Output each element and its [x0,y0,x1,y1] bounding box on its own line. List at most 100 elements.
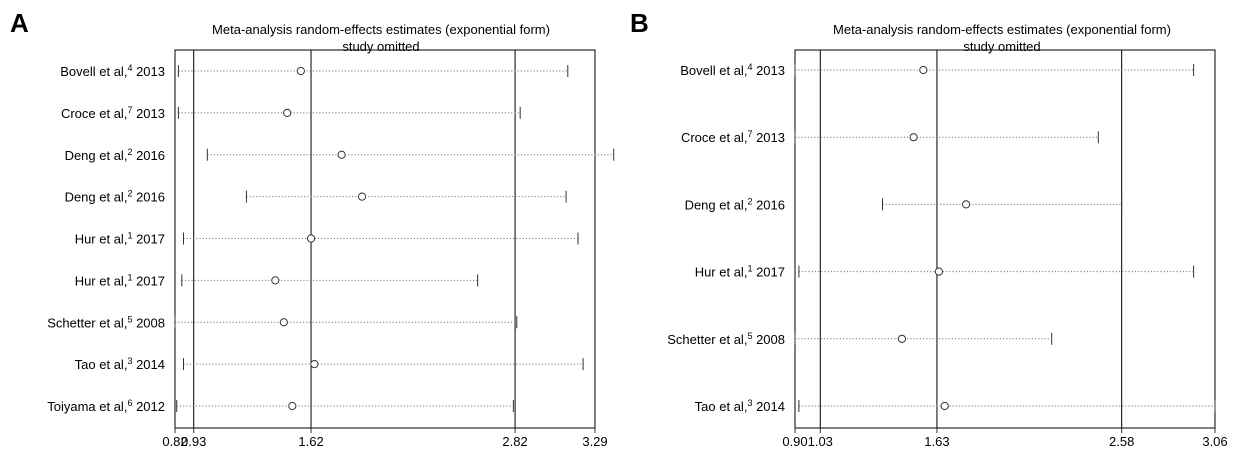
panel-b-study-2-label: Deng et al,2 2016 [685,196,785,212]
panel-b-study-3-year: 2017 [756,265,785,280]
panel-a-study-7-estimate-point [310,360,319,369]
panel-a-plot-frame [174,49,596,429]
panel-a-study-5-year: 2017 [136,273,165,288]
panel-a-study-8-year: 2012 [136,399,165,414]
panel-a-study-2-estimate-point [337,150,346,159]
panel-b-study-0-name: Bovell et al, [680,63,747,78]
panel-a: A Meta-analysis random-effects estimates… [10,8,615,449]
panel-b-study-5-estimate-point [940,401,949,411]
panel-a-study-5-label: Hur et al,1 2017 [75,272,165,288]
panel-a-x-tick-label-0: 0.82 [162,434,187,449]
panel-a-study-5-ref: 1 [127,272,132,282]
panel-b-study-4-name: Schetter et al, [667,332,747,347]
panel-b-study-1-label: Croce et al,7 2013 [681,129,785,145]
panel-b: B Meta-analysis random-effects estimates… [630,8,1228,449]
panel-b-study-4-label: Schetter et al,5 2008 [667,331,785,347]
panel-a-study-1-label: Croce et al,7 2013 [61,105,165,121]
panel-a-x-axis: 0.820.93 1.62 2.82 3.29 [162,428,608,449]
panel-a-study-2-label: Deng et al,2 2016 [65,147,165,163]
panel-b-study-4-ref: 5 [747,331,752,341]
panel-a-study-7-name: Tao et al, [75,357,128,372]
panel-a-study-1-estimate-point [283,108,292,117]
panel-b-study-row-3: Hur et al,1 2017 [695,264,1195,280]
panel-a-study-0-year: 2013 [136,64,165,79]
panel-a-study-row-3: Deng et al,2 2016 [65,189,567,205]
panel-b-study-0-year: 2013 [756,63,785,78]
panel-b-study-1-ref: 7 [747,129,752,139]
panel-b-x-tick-label-1: 1.03 [808,434,833,449]
panel-a-study-5-estimate-point [271,276,280,285]
panel-a-study-6-year: 2008 [136,315,165,330]
panel-a-study-row-4: Hur et al,1 2017 [75,231,579,247]
panel-b-study-3-ref: 1 [747,264,752,274]
panel-a-study-5-name: Hur et al, [75,273,128,288]
panel-a-study-0-ref: 4 [127,63,132,73]
panel-a-study-6-label: Schetter et al,5 2008 [47,314,165,330]
panel-a-study-row-0: Bovell et al,4 2013 [60,63,569,79]
panel-a-study-3-year: 2016 [136,190,165,205]
panel-b-study-row-5: Tao et al,3 2014 [695,398,1216,414]
panel-b-study-0-label: Bovell et al,4 2013 [680,62,785,78]
panel-a-study-3-name: Deng et al, [65,190,128,205]
panel-b-reference-lines [819,50,1123,428]
panel-b-study-5-year: 2014 [756,399,785,414]
panel-a-subtitle: study omitted [342,39,419,54]
panel-a-study-row-5: Hur et al,1 2017 [75,272,479,288]
panel-a-study-4-year: 2017 [136,232,165,247]
panel-a-study-row-8: Toiyama et al,6 2012 [47,398,514,414]
panel-a-study-1-ref: 7 [127,105,132,115]
panel-b-x-tick-label-2: 1.63 [924,434,949,449]
panel-b-x-tick-label-4: 3.06 [1202,434,1227,449]
panel-b-study-row-4: Schetter et al,5 2008 [667,331,1053,347]
panel-b-study-rows: Bovell et al,4 2013 Croce et al,7 2013 Den… [667,62,1216,414]
panel-a-study-3-label: Deng et al,2 2016 [65,189,165,205]
panel-b-x-tick-label-3: 2.58 [1109,434,1134,449]
panel-a-study-4-name: Hur et al, [75,232,128,247]
panel-a-study-row-2: Deng et al,2 2016 [65,147,615,163]
panel-b-letter: B [630,8,649,38]
panel-b-study-3-estimate-point [934,267,943,276]
panel-a-study-3-ref: 2 [127,189,132,199]
panel-a-study-2-name: Deng et al, [65,148,128,163]
panel-b-study-5-ref: 3 [747,398,752,408]
panel-a-study-2-ref: 2 [127,147,132,157]
panel-b-x-tick-label-0: 0.90 [782,434,807,449]
panel-a-study-8-ref: 6 [127,398,132,408]
panel-b-study-4-estimate-point [897,334,907,343]
panel-a-letter: A [10,8,29,38]
panel-b-subtitle: study omitted [963,39,1040,54]
panel-a-study-6-ref: 5 [127,314,132,324]
panel-b-study-3-name: Hur et al, [695,265,748,280]
panel-b-study-2-name: Deng et al, [685,197,748,212]
panel-b-study-0-estimate-point [919,65,928,75]
panel-b-study-2-year: 2016 [756,197,785,212]
panel-a-study-0-name: Bovell et al, [60,64,127,79]
panel-a-study-row-6: Schetter et al,5 2008 [47,314,518,330]
panel-a-x-tick-label-3: 2.82 [502,434,527,449]
panel-a-study-4-label: Hur et al,1 2017 [75,231,165,247]
panel-b-study-3-label: Hur et al,1 2017 [695,264,785,280]
panel-a-title: Meta-analysis random-effects estimates (… [212,22,550,37]
panel-b-study-4-year: 2008 [756,332,785,347]
panel-a-study-6-estimate-point [279,318,288,327]
panel-a-study-8-estimate-point [288,401,297,411]
panel-a-study-rows: Bovell et al,4 2013 Croce et al,7 2013 Den… [47,63,615,414]
panel-b-x-axis: 0.90 1.03 1.63 2.58 3.06 [782,428,1228,449]
panel-a-study-1-name: Croce et al, [61,106,127,121]
panel-a-study-7-label: Tao et al,3 2014 [75,356,165,372]
panel-a-study-row-7: Tao et al,3 2014 [75,356,584,372]
panel-a-study-row-1: Croce et al,7 2013 [61,105,521,121]
panel-a-study-7-ref: 3 [127,356,132,366]
panel-a-study-8-label: Toiyama et al,6 2012 [47,398,165,414]
panel-a-study-3-estimate-point [357,192,367,201]
panel-a-study-0-estimate-point [296,66,305,76]
panel-a-study-4-estimate-point [306,234,316,243]
panel-b-title: Meta-analysis random-effects estimates (… [833,22,1171,37]
panel-b-study-row-0: Bovell et al,4 2013 [680,62,1195,78]
panel-b-study-row-1: Croce et al,7 2013 [681,129,1099,145]
panel-a-study-7-year: 2014 [136,357,165,372]
panel-b-study-5-label: Tao et al,3 2014 [695,398,785,414]
panel-b-study-0-ref: 4 [747,62,752,72]
panel-b-study-1-estimate-point [909,133,918,142]
